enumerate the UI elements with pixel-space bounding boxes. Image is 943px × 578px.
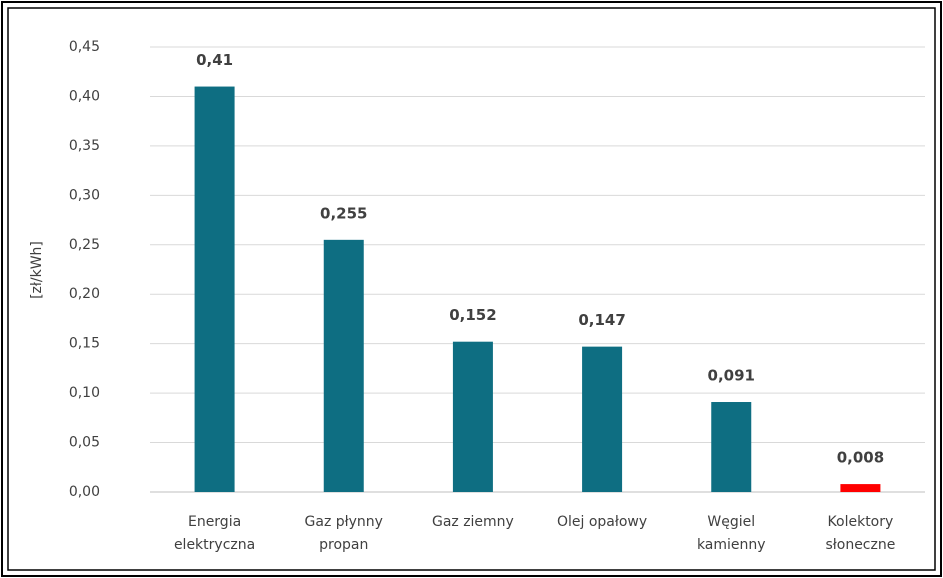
- y-axis-label: [zł/kWh]: [29, 241, 45, 299]
- value-label: 0,152: [449, 306, 496, 324]
- y-tick-label: 0,20: [69, 286, 100, 302]
- y-tick-label: 0,00: [69, 484, 100, 500]
- x-tick-label: Gaz ziemny: [432, 514, 514, 530]
- x-tick-label: Energia elektryczna: [174, 514, 255, 553]
- y-tick-label: 0,15: [69, 336, 100, 352]
- y-tick-label: 0,10: [69, 385, 100, 401]
- value-label: 0,41: [196, 51, 233, 69]
- value-label: 0,091: [708, 367, 755, 385]
- y-tick-label: 0,30: [69, 187, 100, 203]
- x-tick-label: Kolektory słoneczne: [825, 514, 895, 553]
- bar: [582, 346, 623, 492]
- y-tick-label: 0,05: [69, 435, 100, 451]
- y-tick-label: 0,35: [69, 138, 100, 154]
- value-label: 0,147: [578, 311, 625, 329]
- inner-frame: [7, 7, 936, 571]
- value-label: 0,008: [837, 449, 884, 467]
- y-tick-label: 0,45: [69, 39, 100, 55]
- bar: [323, 239, 364, 492]
- bar: [711, 402, 752, 492]
- y-tick-label: 0,25: [69, 237, 100, 253]
- x-tick-label: Węgiel kamienny: [697, 514, 766, 553]
- bar: [194, 86, 235, 493]
- y-tick-label: 0,40: [69, 88, 100, 104]
- value-label: 0,255: [320, 204, 367, 222]
- bar: [840, 484, 881, 492]
- bar: [452, 341, 493, 492]
- x-tick-label: Gaz płynny propan: [305, 514, 383, 553]
- x-tick-label: Olej opałowy: [557, 514, 647, 530]
